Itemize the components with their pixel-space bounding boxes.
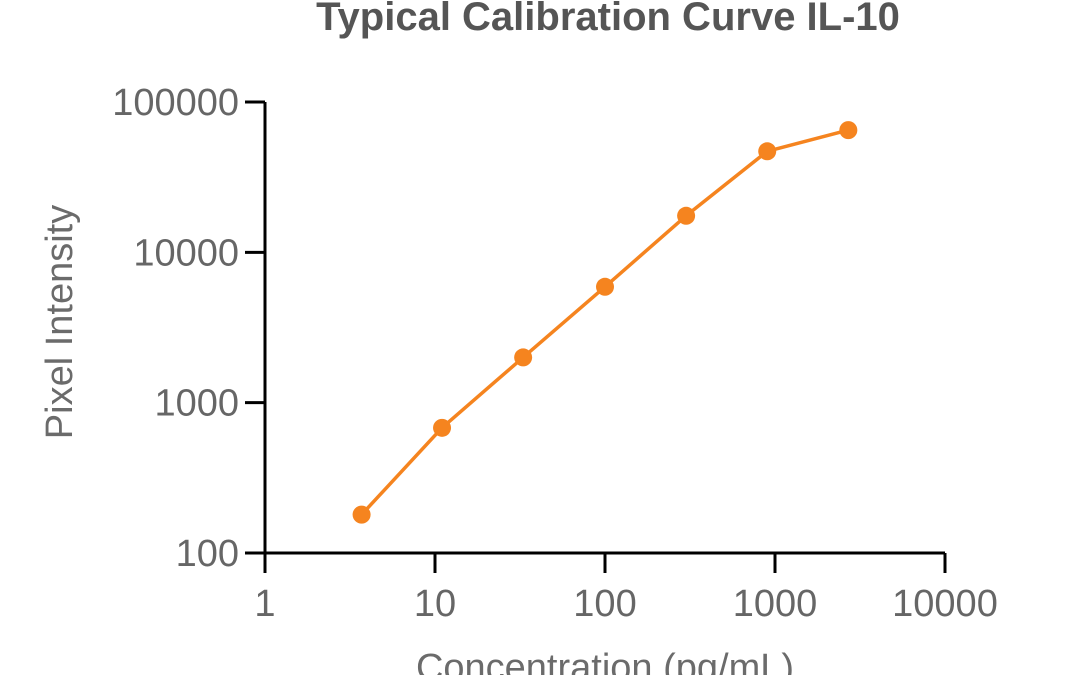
y-tick-label: 1000 bbox=[154, 383, 239, 425]
x-axis: 1 10 100 1000 10000 bbox=[254, 551, 998, 625]
data-point bbox=[596, 277, 614, 296]
data-point bbox=[514, 348, 533, 367]
data-point bbox=[677, 206, 696, 225]
data-series bbox=[352, 121, 858, 524]
series-line bbox=[360, 128, 849, 516]
data-point bbox=[839, 121, 858, 140]
x-axis-label: Concentration (pg/mL) bbox=[416, 647, 794, 675]
x-tick-label: 10000 bbox=[892, 583, 998, 625]
x-tick-label: 1 bbox=[254, 583, 275, 625]
x-tick-label: 10 bbox=[414, 583, 456, 625]
y-tick-label: 10000 bbox=[133, 232, 239, 274]
y-axis-label: Pixel Intensity bbox=[39, 205, 81, 439]
chart-title: Typical Calibration Curve IL-10 bbox=[316, 0, 900, 39]
data-point bbox=[433, 418, 452, 437]
y-tick-label: 100000 bbox=[112, 82, 239, 124]
y-axis: 100 1000 10000 100000 bbox=[112, 82, 267, 575]
data-point bbox=[352, 505, 371, 524]
x-tick-label: 100 bbox=[573, 583, 636, 625]
x-tick-label: 1000 bbox=[733, 583, 818, 625]
data-point bbox=[758, 142, 777, 161]
y-tick-label: 100 bbox=[176, 533, 239, 575]
